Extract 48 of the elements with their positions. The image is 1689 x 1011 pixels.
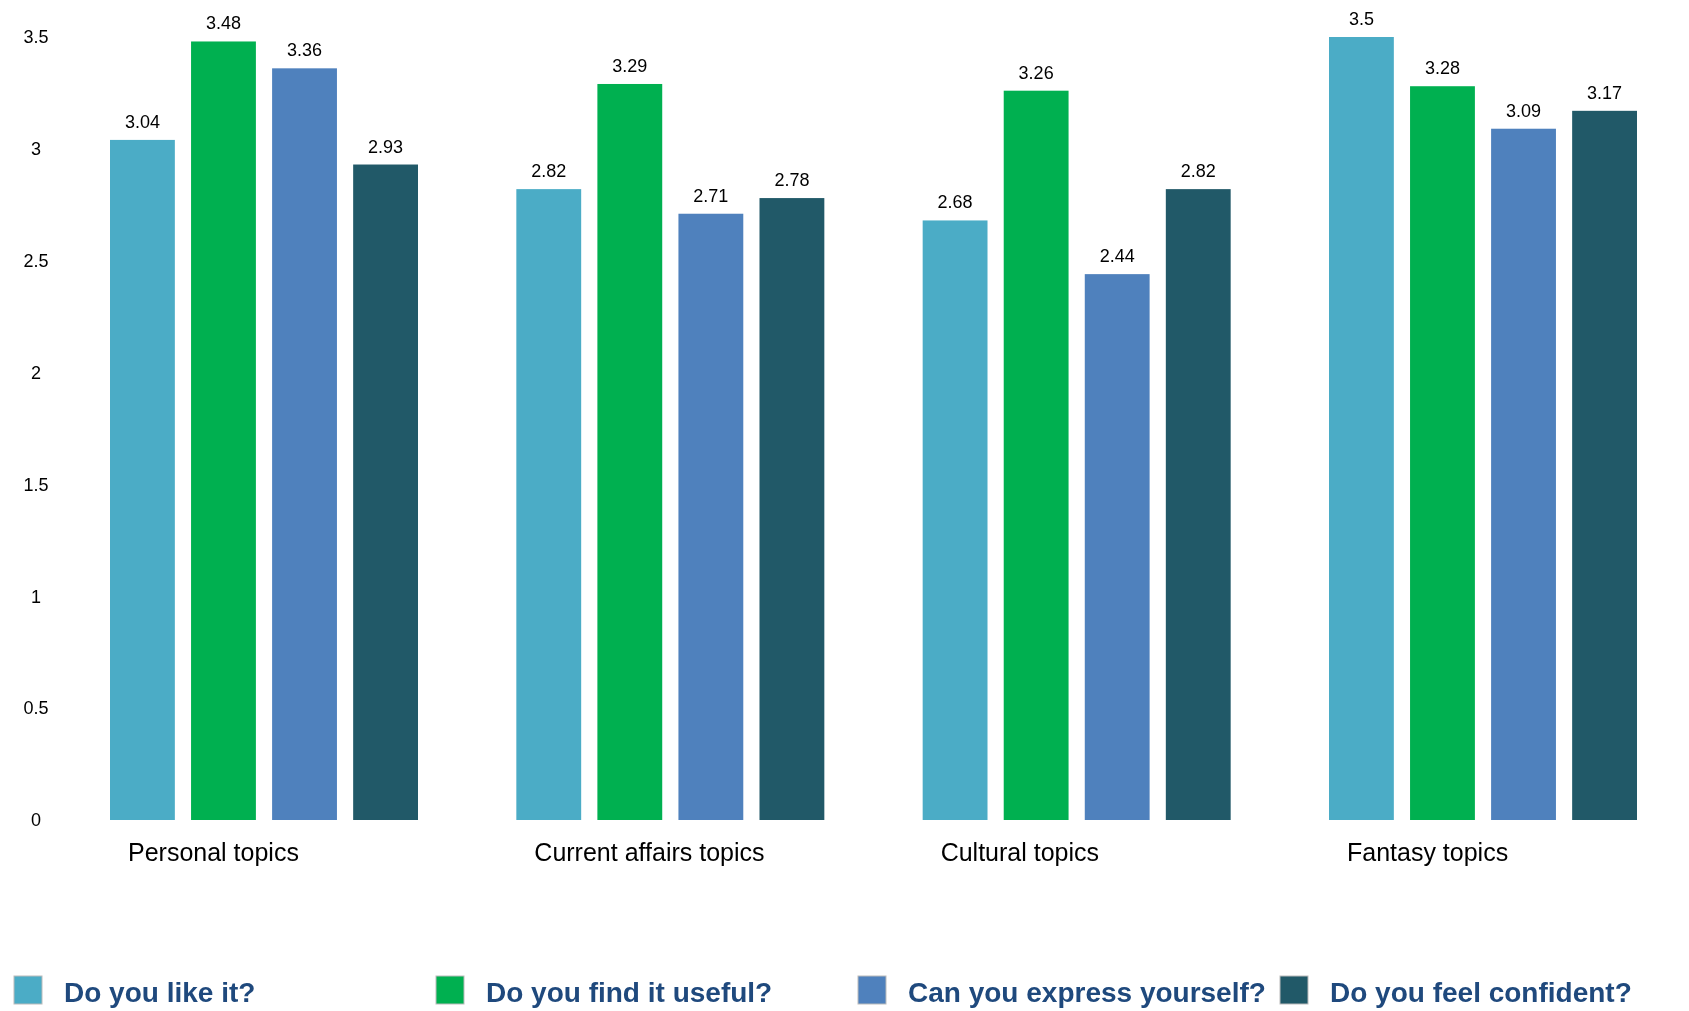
x-tick-label: Cultural topics <box>940 838 1100 866</box>
legend-label: Do you like it? <box>64 977 256 1008</box>
data-label: 2.82 <box>1180 161 1216 182</box>
y-tick-label: 1 <box>30 586 42 607</box>
bar <box>1572 110 1637 820</box>
x-tick-label: Personal topics <box>128 838 299 866</box>
data-label: 3.28 <box>1424 58 1460 79</box>
legend-label: Can you express yourself? <box>908 977 1266 1008</box>
data-label: 3.48 <box>205 13 241 34</box>
y-tick-label: 2.5 <box>23 251 49 272</box>
x-tick-label: Current affairs topics <box>534 838 765 866</box>
y-tick-label: 3.5 <box>23 27 49 48</box>
data-label: 3.09 <box>1506 100 1542 121</box>
data-label: 3.5 <box>1348 9 1374 29</box>
legend-label: Do you feel confident? <box>1330 977 1632 1008</box>
bar <box>1003 90 1069 820</box>
bar <box>1165 189 1231 820</box>
data-label: 2.68 <box>937 192 973 213</box>
data-label: 2.44 <box>1099 246 1135 267</box>
data-label: 3.29 <box>612 55 648 76</box>
bar <box>191 41 256 820</box>
y-tick-label: 3 <box>30 139 42 160</box>
data-label: 3.36 <box>287 40 323 61</box>
legend-label: Do you find it useful? <box>486 977 773 1008</box>
y-tick-label: 2 <box>30 362 42 383</box>
bar <box>759 198 825 820</box>
bar <box>597 83 663 820</box>
bar <box>1491 128 1556 820</box>
bar <box>1084 274 1150 820</box>
bar <box>272 68 337 820</box>
bar <box>678 213 744 820</box>
y-tick-label: 1.5 <box>23 474 49 495</box>
bar <box>922 220 988 820</box>
y-tick-label: 0.5 <box>23 698 49 719</box>
bar <box>110 139 175 820</box>
bar <box>516 189 582 820</box>
data-label: 3.26 <box>1018 62 1054 83</box>
y-tick-label: 0 <box>30 810 42 831</box>
bar <box>1329 37 1394 820</box>
data-label: 3.17 <box>1587 82 1623 103</box>
data-label: 3.04 <box>124 111 160 132</box>
bar <box>1410 86 1475 820</box>
data-label: 2.71 <box>693 185 729 206</box>
x-tick-label: Fantasy topics <box>1347 838 1509 866</box>
data-label: 2.78 <box>774 170 810 191</box>
data-label: 2.93 <box>368 136 404 157</box>
data-label: 2.82 <box>531 161 567 182</box>
bar <box>353 164 418 820</box>
